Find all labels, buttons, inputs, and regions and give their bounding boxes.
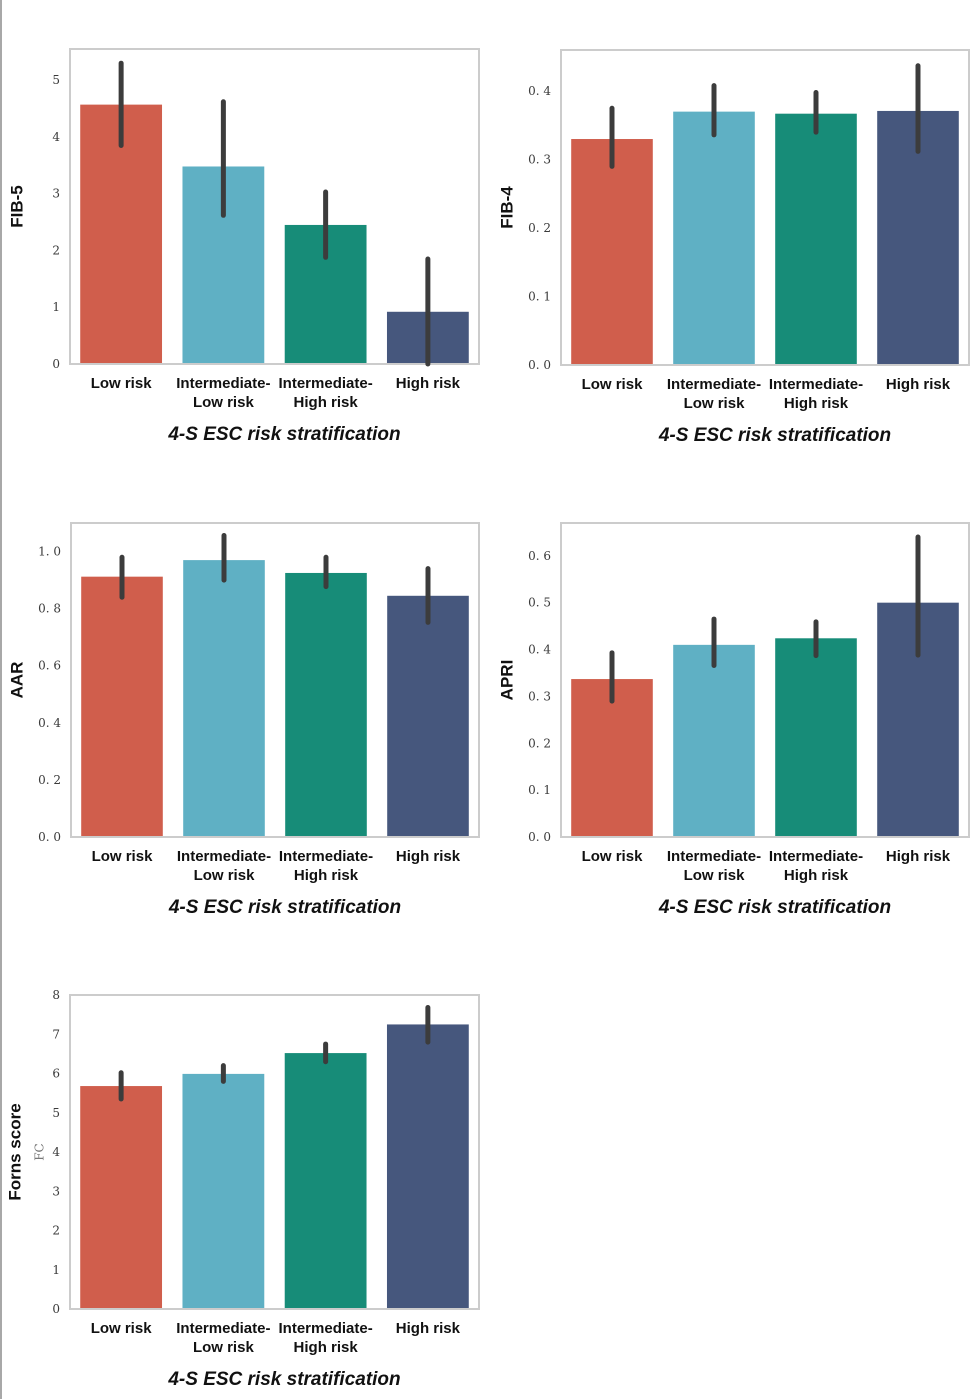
bar-intermediate-high (285, 572, 367, 836)
y-tick-label: 0. 1 (528, 290, 551, 304)
x-tick-label: Intermediate- (769, 848, 863, 865)
y-axis-title: APRI (497, 660, 516, 701)
x-tick-label: Low risk (684, 867, 746, 884)
y-tick-label: 1 (52, 300, 60, 314)
bar-intermediate-high (775, 638, 857, 836)
y-tick-label: 0 (52, 1302, 60, 1316)
bar-low (80, 1086, 163, 1308)
x-tick-label: Low risk (684, 395, 746, 412)
x-tick-label: Intermediate- (667, 848, 761, 865)
x-axis-title: 4-S ESC risk stratification (168, 897, 401, 918)
page-left-border (0, 0, 2, 1399)
chart-fib5: 0 1 2 3 4 5 Low risk Intermediate- Low risk Inter… (7, 48, 480, 445)
x-tick-label: Intermediate- (176, 375, 270, 392)
y-axis-title: Forns score (5, 1103, 24, 1200)
x-tick-label: High risk (294, 867, 359, 884)
y-tick-label: 0. 3 (528, 153, 551, 167)
x-tick-label: Low risk (92, 848, 154, 865)
x-tick-label: Low risk (582, 376, 644, 393)
y-tick-label: 0. 1 (528, 783, 551, 797)
y-axis-title: AAR (7, 662, 26, 699)
y-tick-label: 2 (52, 1224, 60, 1238)
x-tick-label: Intermediate- (667, 376, 761, 393)
chart-aar: 0. 0 0. 2 0. 4 0. 6 0. 8 1. 0 Low risk Intermed… (7, 522, 480, 918)
y-tick-label: 0. 4 (528, 643, 551, 657)
y-tick-label: 3 (52, 1184, 60, 1198)
stray-axis-text: FC (33, 1143, 47, 1161)
plot-frame (560, 522, 970, 838)
bar-intermediate-low (183, 560, 265, 836)
y-tick-label: 0. 0 (38, 830, 61, 844)
y-tick-label: 4 (52, 1145, 60, 1159)
x-tick-label: Intermediate- (769, 376, 863, 393)
chart-fib4: 0. 0 0. 1 0. 2 0. 3 0. 4 Low risk Intermediate… (497, 49, 970, 446)
y-tick-label: 7 (52, 1027, 60, 1041)
bar-low (81, 576, 163, 836)
y-tick-label: 0. 2 (38, 773, 61, 787)
y-axis-title: FIB-4 (497, 186, 516, 229)
x-tick-label: High risk (784, 395, 849, 412)
x-tick-label: High risk (396, 375, 461, 392)
y-axis-title: FIB-5 (7, 185, 26, 228)
bar-intermediate-low (182, 1073, 265, 1308)
x-tick-label: Low risk (582, 848, 644, 865)
bar-intermediate-high (775, 113, 857, 364)
y-tick-label: 0. 8 (38, 602, 61, 616)
x-tick-label: High risk (784, 867, 849, 884)
chart-forns-score: 0 1 2 3 4 5 6 7 8 Low risk Intermediate- Low risk In… (5, 988, 480, 1390)
y-tick-label: 0. 3 (528, 689, 551, 703)
y-tick-label: 5 (52, 73, 60, 87)
x-tick-label: Low risk (91, 1320, 153, 1337)
x-tick-label: High risk (886, 376, 951, 393)
y-tick-label: 5 (52, 1106, 60, 1120)
x-tick-label: High risk (294, 394, 359, 411)
bar-intermediate-low (673, 644, 755, 836)
y-tick-label: 3 (52, 187, 60, 201)
bar-high (386, 1024, 469, 1308)
chart-apri: 0. 0 0. 1 0. 2 0. 3 0. 4 0. 5 0. 6 Low risk Inte… (497, 522, 970, 918)
y-tick-label: 0 (52, 357, 60, 371)
x-axis-title: 4-S ESC risk stratification (658, 425, 891, 446)
x-tick-label: Low risk (193, 1339, 255, 1356)
y-tick-label: 1. 0 (38, 545, 61, 559)
y-tick-label: 0. 6 (528, 549, 551, 563)
y-tick-label: 0. 2 (528, 221, 551, 235)
plot-frame (70, 522, 480, 838)
y-tick-label: 0. 2 (528, 736, 551, 750)
x-axis-title: 4-S ESC risk stratification (167, 424, 400, 445)
y-tick-label: 0. 4 (38, 716, 61, 730)
x-tick-label: Intermediate- (176, 1320, 270, 1337)
y-tick-label: 0. 6 (38, 659, 61, 673)
y-tick-label: 0. 0 (528, 830, 551, 844)
x-tick-label: High risk (396, 1320, 461, 1337)
y-tick-label: 2 (52, 243, 60, 257)
x-tick-label: Intermediate- (279, 848, 373, 865)
bar-intermediate-low (673, 111, 755, 364)
plot-frame (560, 49, 970, 366)
y-tick-label: 6 (52, 1067, 60, 1081)
y-tick-label: 0. 0 (528, 358, 551, 372)
x-tick-label: Intermediate- (279, 375, 373, 392)
bar-high (387, 595, 469, 836)
bar-low (571, 679, 653, 836)
bar-intermediate-high (284, 1053, 367, 1308)
y-tick-label: 0. 5 (528, 596, 551, 610)
x-tick-label: Low risk (194, 867, 256, 884)
x-tick-label: Low risk (193, 394, 255, 411)
x-tick-label: Low risk (91, 375, 153, 392)
y-tick-label: 4 (52, 130, 60, 144)
x-tick-label: High risk (294, 1339, 359, 1356)
y-tick-label: 8 (52, 988, 60, 1002)
x-axis-title: 4-S ESC risk stratification (658, 897, 891, 918)
x-tick-label: High risk (886, 848, 951, 865)
plot-frame (69, 48, 480, 365)
x-tick-label: Intermediate- (177, 848, 271, 865)
x-axis-title: 4-S ESC risk stratification (167, 1369, 400, 1390)
bar-low (571, 139, 653, 364)
y-tick-label: 0. 4 (528, 84, 551, 98)
plot-frame (69, 994, 480, 1310)
y-tick-label: 1 (52, 1263, 60, 1277)
x-tick-label: High risk (396, 848, 461, 865)
x-tick-label: Intermediate- (279, 1320, 373, 1337)
